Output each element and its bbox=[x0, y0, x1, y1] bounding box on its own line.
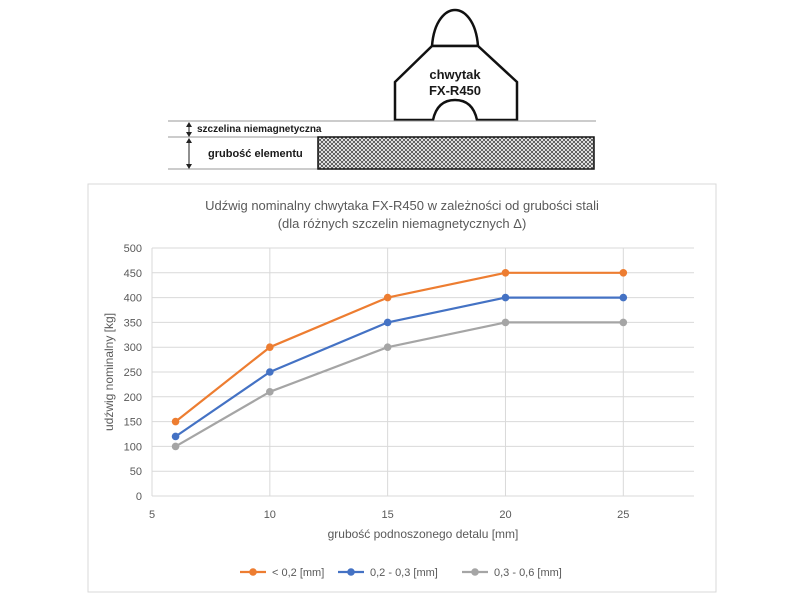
y-tick-label-300: 300 bbox=[124, 342, 142, 354]
thickness-arrow-head-bottom bbox=[186, 164, 192, 169]
series-2 bbox=[171, 318, 628, 451]
gap-arrow-head-top bbox=[186, 122, 192, 127]
y-tick-label-200: 200 bbox=[124, 392, 142, 404]
steel-element bbox=[317, 136, 595, 170]
y-axis-label: udźwig nominalny [kg] bbox=[102, 313, 116, 431]
gripper-body bbox=[393, 44, 519, 122]
data-point-0-1 bbox=[266, 343, 274, 352]
y-tick-label-250: 250 bbox=[124, 367, 142, 379]
series-1 bbox=[171, 293, 628, 441]
y-tick-label-150: 150 bbox=[124, 417, 142, 429]
series-0 bbox=[171, 269, 628, 426]
data-point-2-4 bbox=[619, 318, 628, 327]
data-point-1-1 bbox=[266, 368, 274, 376]
y-tick-label-0: 0 bbox=[136, 491, 142, 503]
data-point-2-1 bbox=[266, 388, 274, 396]
data-point-0-0 bbox=[171, 417, 180, 426]
data-point-1-2 bbox=[383, 318, 392, 327]
chart-title: Udźwig nominalny chwytaka FX-R450 w zale… bbox=[205, 198, 599, 213]
gripper-name-line1: chwytak bbox=[429, 67, 481, 82]
y-tick-label-350: 350 bbox=[124, 317, 142, 329]
gap-arrow-head-bottom bbox=[186, 132, 192, 137]
legend-entry-1: 0,2 - 0,3 [mm] bbox=[338, 567, 438, 579]
x-tick-label-25: 25 bbox=[617, 509, 629, 521]
data-point-0-3 bbox=[501, 269, 510, 277]
y-tick-label-50: 50 bbox=[130, 466, 142, 478]
data-point-1-0 bbox=[171, 432, 180, 441]
legend-label-0: < 0,2 [mm] bbox=[272, 567, 324, 579]
data-point-1-3 bbox=[501, 293, 510, 302]
legend-label-1: 0,2 - 0,3 [mm] bbox=[370, 567, 438, 579]
data-point-2-2 bbox=[383, 343, 392, 352]
y-tick-label-400: 400 bbox=[124, 293, 142, 305]
x-axis-label: grubość podnoszonego detalu [mm] bbox=[328, 527, 519, 541]
data-point-0-2 bbox=[383, 293, 392, 302]
thickness-arrow-head-top bbox=[186, 138, 192, 143]
legend-label-2: 0,3 - 0,6 [mm] bbox=[494, 567, 562, 579]
legend-marker-0 bbox=[249, 568, 257, 576]
data-point-2-0 bbox=[171, 442, 180, 451]
y-axis-ticks: 0 50 100 150 200 250 300 350 400 450 500 bbox=[124, 243, 142, 503]
data-point-1-4 bbox=[619, 293, 628, 302]
y-tick-label-100: 100 bbox=[124, 441, 142, 453]
x-tick-label-15: 15 bbox=[382, 509, 394, 521]
gripper-diagram: chwytak FX-R450 szczelina niemagnetyczna… bbox=[168, 8, 596, 170]
data-point-0-4 bbox=[619, 269, 628, 277]
gripper-name-line2: FX-R450 bbox=[429, 83, 481, 98]
x-tick-label-20: 20 bbox=[499, 509, 511, 521]
x-axis-ticks: 5 10 15 20 25 bbox=[149, 509, 629, 521]
legend-entry-0: < 0,2 [mm] bbox=[240, 567, 324, 579]
chart-frame bbox=[87, 183, 717, 593]
legend-entry-2: 0,3 - 0,6 [mm] bbox=[462, 567, 562, 579]
gripper-handle bbox=[430, 8, 480, 48]
chart-legend: < 0,2 [mm] 0,2 - 0,3 [mm] 0,3 - 0,6 [mm] bbox=[240, 567, 562, 579]
thickness-label: grubość elementu bbox=[208, 148, 303, 160]
chart-subtitle: (dla różnych szczelin niemagnetycznych Δ… bbox=[278, 216, 527, 231]
x-tick-label-10: 10 bbox=[264, 509, 276, 521]
x-tick-label-5: 5 bbox=[149, 509, 155, 521]
chart-series bbox=[171, 269, 628, 451]
gap-label: szczelina niemagnetyczna bbox=[197, 124, 322, 135]
legend-marker-2 bbox=[471, 568, 479, 576]
data-point-2-3 bbox=[501, 318, 510, 327]
legend-marker-1 bbox=[347, 568, 355, 576]
y-tick-label-500: 500 bbox=[124, 243, 142, 255]
y-tick-label-450: 450 bbox=[124, 268, 142, 280]
